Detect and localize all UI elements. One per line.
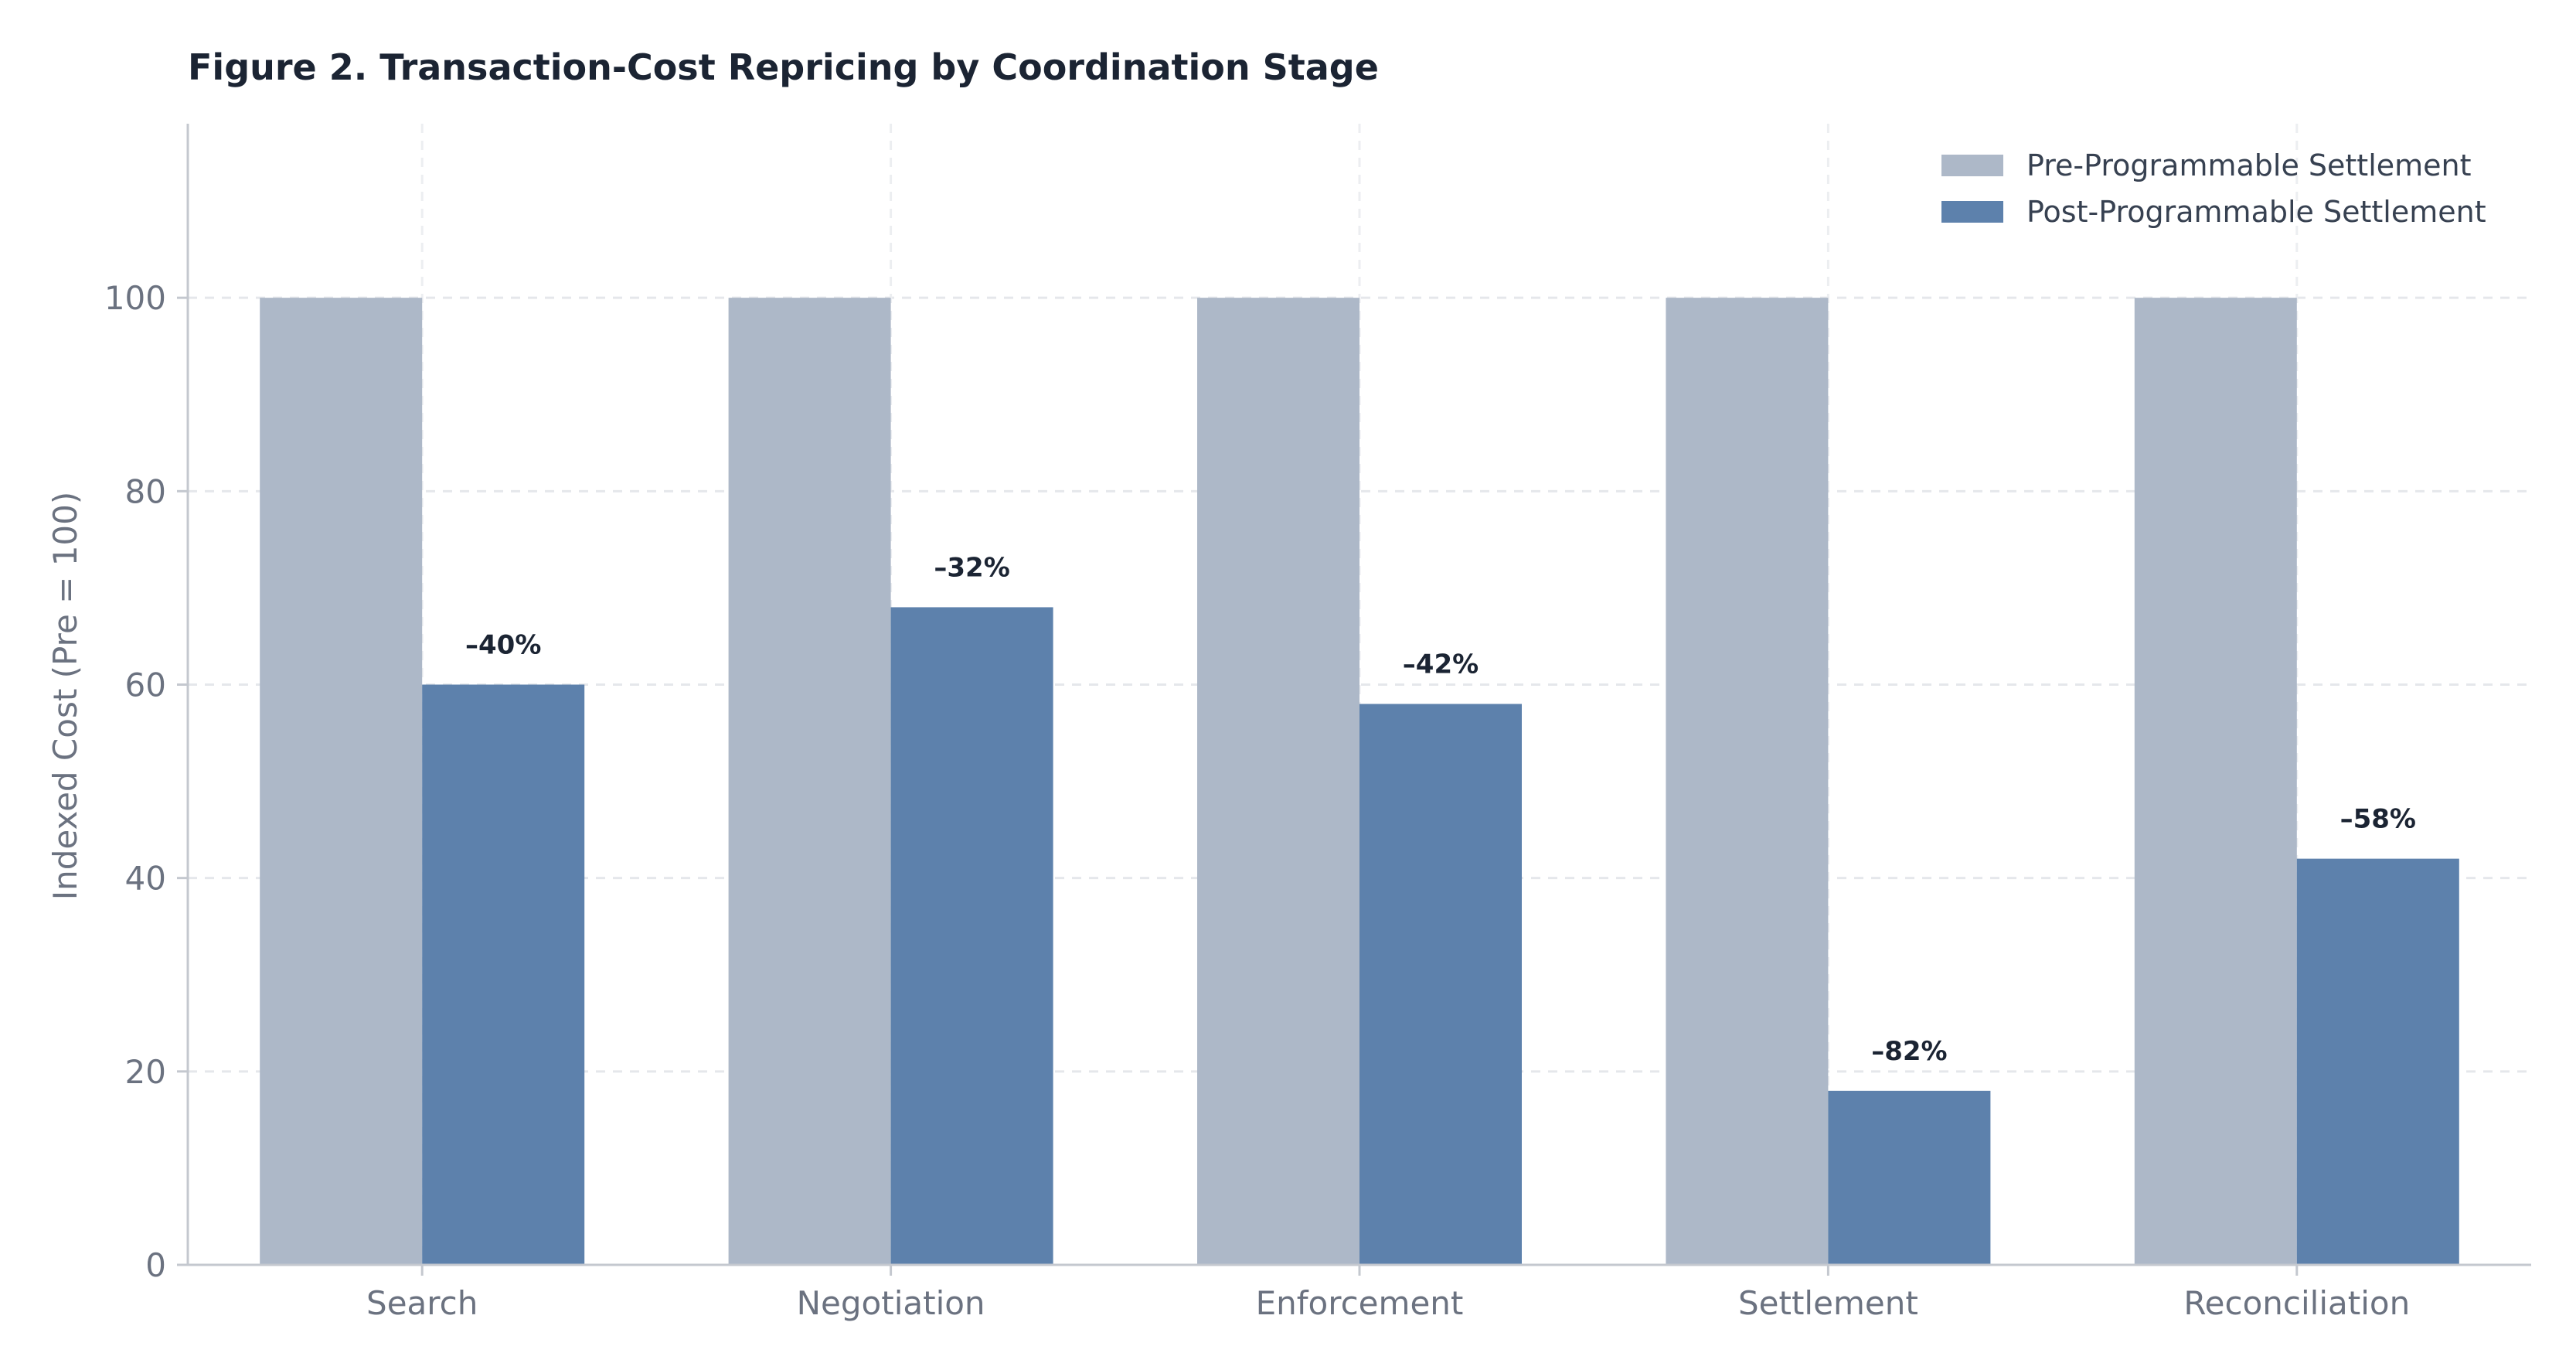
legend: Pre-Programmable Settlement Post-Programm… — [1941, 148, 2486, 229]
x-tick-label-reconciliation: Reconciliation — [2183, 1284, 2410, 1322]
bar-post-settlement — [1828, 1090, 1991, 1265]
bar-pre-negotiation — [728, 298, 891, 1265]
bar-pre-search — [260, 298, 423, 1265]
x-tick-label-settlement: Settlement — [1738, 1284, 1918, 1322]
data-labels: –40% –32% –42% –82% –58% — [465, 552, 2416, 1066]
legend-label-post: Post-Programmable Settlement — [2026, 195, 2486, 229]
y-tick-label-60: 60 — [125, 666, 166, 704]
bar-post-reconciliation — [2296, 858, 2459, 1265]
chart-title: Figure 2. Transaction-Cost Repricing by … — [188, 46, 1379, 88]
data-label-negotiation: –32% — [934, 552, 1009, 583]
data-label-search: –40% — [465, 629, 541, 660]
data-label-settlement: –82% — [1871, 1036, 1947, 1067]
axes: 0 20 40 60 80 100 Search Negotiation Enforcement… — [104, 124, 2531, 1322]
y-tick-label-100: 100 — [104, 279, 166, 317]
bar-pre-reconciliation — [2134, 298, 2297, 1265]
bar-post-enforcement — [1359, 704, 1522, 1265]
bar-pre-settlement — [1666, 298, 1829, 1265]
bar-pre-enforcement — [1197, 298, 1359, 1265]
y-tick-label-40: 40 — [125, 860, 166, 898]
y-tick-label-80: 80 — [125, 472, 166, 510]
legend-label-pre: Pre-Programmable Settlement — [2026, 148, 2472, 182]
bar-post-negotiation — [890, 607, 1053, 1265]
x-tick-label-negotiation: Negotiation — [797, 1284, 985, 1322]
y-axis-label: Indexed Cost (Pre = 100) — [46, 492, 84, 901]
x-tick-label-enforcement: Enforcement — [1256, 1284, 1464, 1322]
data-label-reconciliation: –58% — [2340, 804, 2416, 835]
data-label-enforcement: –42% — [1403, 649, 1479, 680]
legend-swatch-pre — [1941, 155, 2003, 176]
y-tick-label-20: 20 — [125, 1053, 166, 1091]
y-tick-label-0: 0 — [145, 1246, 166, 1284]
bar-post-search — [422, 684, 585, 1265]
bars — [260, 298, 2459, 1265]
x-tick-label-search: Search — [366, 1284, 478, 1322]
legend-swatch-post — [1941, 201, 2003, 223]
